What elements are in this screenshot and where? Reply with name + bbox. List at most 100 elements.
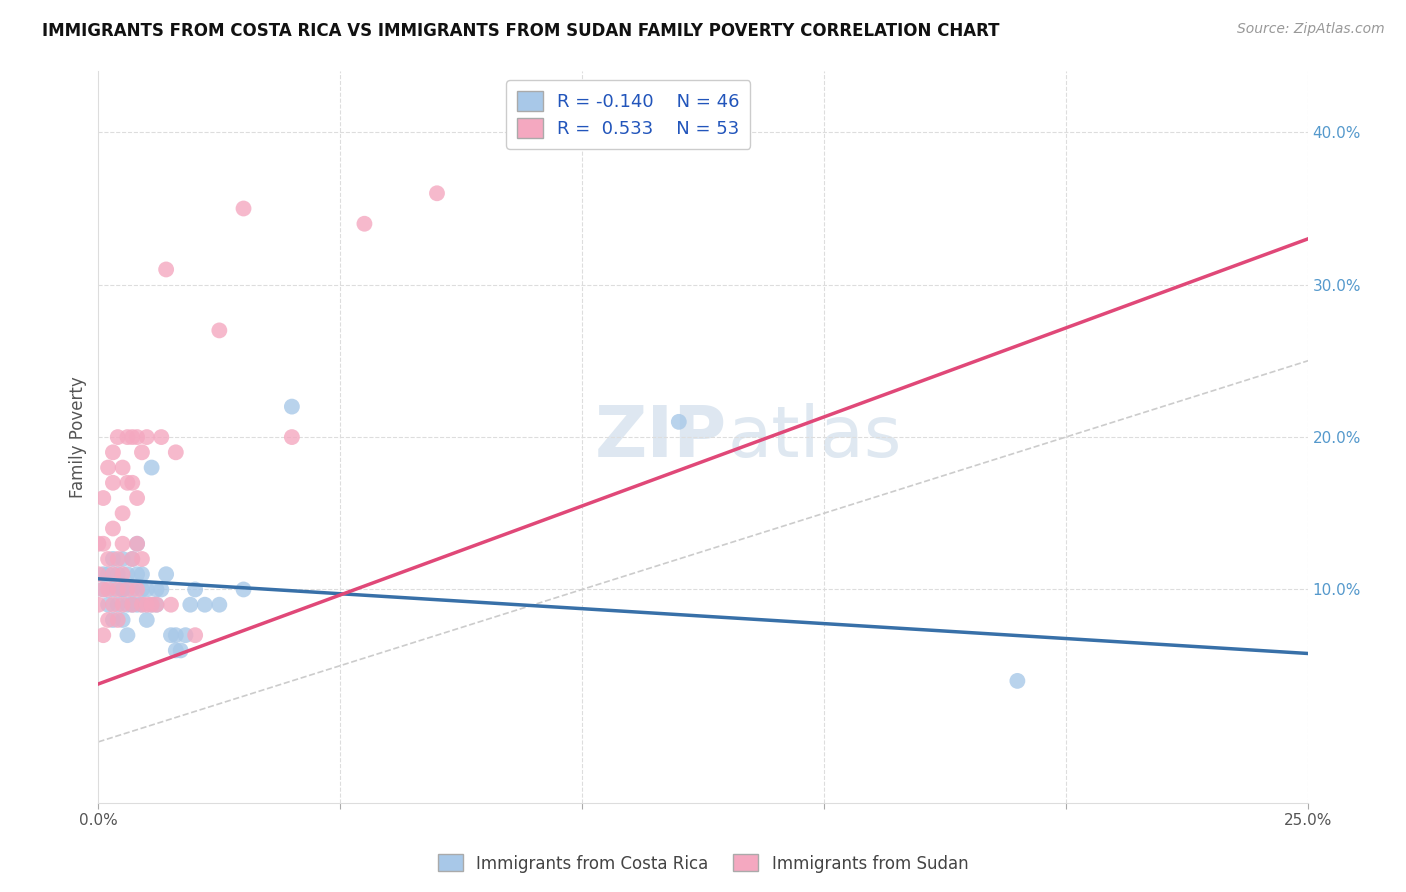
Point	[97, 613, 120, 627]
Point	[131, 552, 153, 566]
Point	[135, 430, 157, 444]
Point	[117, 628, 139, 642]
Point	[97, 460, 120, 475]
Point	[145, 598, 167, 612]
Point	[101, 475, 124, 490]
Text: atlas: atlas	[727, 402, 901, 472]
Point	[97, 552, 120, 566]
Point	[101, 521, 124, 535]
Point	[131, 445, 153, 459]
Point	[131, 598, 153, 612]
Point	[135, 613, 157, 627]
Point	[165, 628, 187, 642]
Point	[160, 628, 183, 642]
Point	[107, 598, 129, 612]
Text: IMMIGRANTS FROM COSTA RICA VS IMMIGRANTS FROM SUDAN FAMILY POVERTY CORRELATION C: IMMIGRANTS FROM COSTA RICA VS IMMIGRANTS…	[42, 22, 1000, 40]
Point	[101, 567, 124, 582]
Point	[101, 445, 124, 459]
Point	[121, 582, 143, 597]
Point	[87, 537, 110, 551]
Point	[87, 598, 110, 612]
Point	[1007, 673, 1029, 688]
Point	[127, 537, 149, 551]
Point	[111, 582, 134, 597]
Point	[127, 567, 149, 582]
Point	[131, 598, 153, 612]
Point	[426, 186, 449, 201]
Point	[194, 598, 217, 612]
Point	[141, 460, 163, 475]
Point	[121, 598, 143, 612]
Point	[101, 613, 124, 627]
Point	[150, 582, 173, 597]
Point	[107, 613, 129, 627]
Point	[135, 582, 157, 597]
Point	[121, 475, 143, 490]
Point	[111, 460, 134, 475]
Point	[169, 643, 191, 657]
Point	[353, 217, 375, 231]
Point	[121, 552, 143, 566]
Point	[141, 598, 163, 612]
Point	[131, 582, 153, 597]
Point	[111, 537, 134, 551]
Point	[107, 567, 129, 582]
Point	[145, 598, 167, 612]
Point	[91, 491, 114, 505]
Point	[97, 582, 120, 597]
Point	[131, 567, 153, 582]
Point	[87, 567, 110, 582]
Point	[117, 430, 139, 444]
Point	[107, 582, 129, 597]
Point	[101, 598, 124, 612]
Legend: Immigrants from Costa Rica, Immigrants from Sudan: Immigrants from Costa Rica, Immigrants f…	[432, 847, 974, 880]
Point	[121, 598, 143, 612]
Point	[184, 628, 207, 642]
Point	[141, 598, 163, 612]
Point	[208, 598, 231, 612]
Point	[111, 582, 134, 597]
Text: ZIP: ZIP	[595, 402, 727, 472]
Point	[155, 262, 177, 277]
Point	[111, 552, 134, 566]
Point	[232, 582, 254, 597]
Point	[91, 567, 114, 582]
Point	[184, 582, 207, 597]
Point	[117, 598, 139, 612]
Point	[91, 582, 114, 597]
Point	[155, 567, 177, 582]
Point	[111, 567, 134, 582]
Point	[127, 430, 149, 444]
Point	[179, 598, 201, 612]
Point	[91, 582, 114, 597]
Point	[232, 202, 254, 216]
Point	[127, 491, 149, 505]
Point	[208, 323, 231, 337]
Point	[121, 552, 143, 566]
Point	[117, 582, 139, 597]
Point	[165, 445, 187, 459]
Point	[121, 430, 143, 444]
Point	[117, 475, 139, 490]
Point	[91, 537, 114, 551]
Point	[111, 613, 134, 627]
Point	[165, 643, 187, 657]
Point	[107, 430, 129, 444]
Point	[135, 598, 157, 612]
Point	[101, 552, 124, 566]
Point	[111, 598, 134, 612]
Point	[668, 415, 690, 429]
Point	[111, 506, 134, 520]
Point	[281, 400, 304, 414]
Legend: R = -0.140    N = 46, R =  0.533    N = 53: R = -0.140 N = 46, R = 0.533 N = 53	[506, 80, 751, 149]
Point	[97, 567, 120, 582]
Text: Source: ZipAtlas.com: Source: ZipAtlas.com	[1237, 22, 1385, 37]
Y-axis label: Family Poverty: Family Poverty	[69, 376, 87, 498]
Point	[150, 430, 173, 444]
Point	[101, 582, 124, 597]
Point	[174, 628, 197, 642]
Point	[97, 598, 120, 612]
Point	[107, 552, 129, 566]
Point	[160, 598, 183, 612]
Point	[91, 628, 114, 642]
